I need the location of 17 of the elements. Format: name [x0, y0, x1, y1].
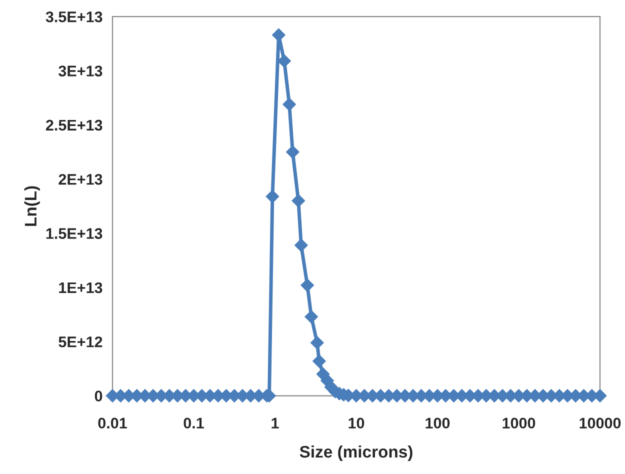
y-tick-label: 1.5E+13 — [46, 228, 102, 239]
x-tick-label: 10 — [348, 418, 364, 429]
x-tick-label: 100 — [426, 418, 450, 429]
x-axis-title: Size (microns) — [300, 445, 412, 461]
x-tick-label: 1 — [272, 418, 279, 428]
y-tick-label: 3.5E+13 — [46, 11, 102, 22]
x-tick-label: 0.1 — [184, 418, 204, 429]
x-tick-label: 0.01 — [98, 418, 127, 429]
y-tick-label: 3E+13 — [58, 66, 102, 76]
y-tick-label: 2E+13 — [58, 174, 102, 185]
y-tick-label: 2.5E+13 — [46, 120, 102, 131]
y-tick-label: 1E+13 — [59, 282, 102, 294]
x-tick-label: 10000 — [580, 418, 621, 429]
y-tick-label: 5E+12 — [58, 336, 102, 348]
y-tick-label: 0 — [94, 390, 102, 402]
y-axis-title: Ln(L) — [24, 186, 40, 226]
x-tick-label: 1000 — [502, 418, 536, 429]
